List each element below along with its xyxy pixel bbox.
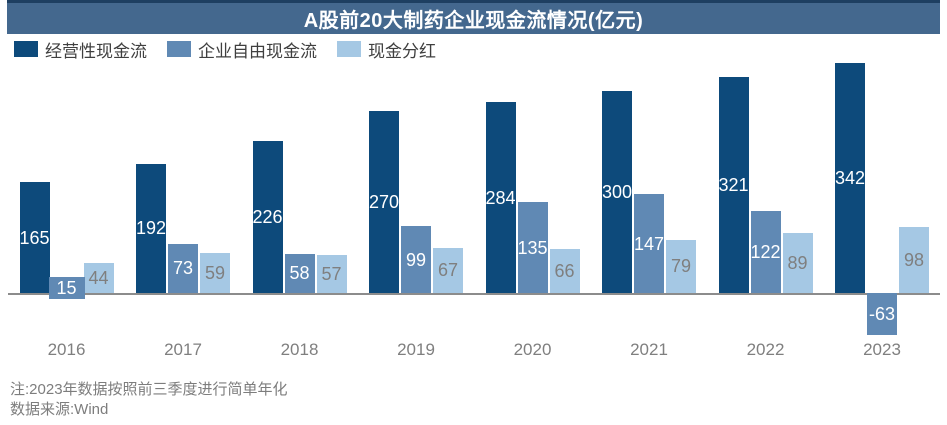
legend-swatch-cash-dividend	[337, 41, 361, 57]
bar-label-series3-2016: 44	[88, 268, 109, 289]
legend: 经营性现金流 企业自由现金流 现金分红	[14, 40, 456, 61]
bar-label-series1-2016: 165	[19, 227, 50, 248]
legend-item-free-cash-flow: 企业自由现金流	[167, 37, 317, 62]
bar-label-series3-2018: 57	[321, 263, 342, 284]
bar-series2-2017	[168, 243, 198, 293]
footnote-annualization: 注:2023年数据按照前三季度进行简单年化	[10, 381, 288, 398]
bar-series3-2018	[316, 254, 347, 293]
bar-series1-2023	[835, 63, 865, 293]
bar-series3-2023	[899, 227, 929, 293]
bar-label-series3-2019: 67	[437, 260, 459, 281]
bar-label-series2-2019: 99	[405, 249, 427, 270]
bar-label-series3-2020: 66	[554, 260, 575, 281]
x-axis-label-2018: 2018	[280, 340, 319, 359]
bar-series3-2020	[549, 248, 580, 293]
bar-label-series3-2022: 89	[787, 253, 808, 274]
legend-label: 经营性现金流	[45, 41, 147, 61]
bar-series1-2018	[252, 141, 283, 293]
bar-label-series2-2016: 15	[48, 276, 85, 299]
bar-series2-2020	[517, 202, 548, 293]
bar-series2-2018	[284, 253, 315, 293]
bar-label-series1-2023: 342	[834, 168, 866, 188]
bar-label-series1-2017: 192	[135, 218, 167, 239]
bar-label-series3-2021: 79	[670, 256, 692, 277]
bar-series3-2016	[83, 263, 114, 293]
bar-label-series1-2019: 270	[368, 192, 400, 213]
bar-label-series2-2021: 147	[633, 233, 665, 254]
bar-label-series2-2017: 73	[172, 258, 194, 279]
bar-series2-2021	[634, 194, 664, 293]
x-axis-label-2016: 2016	[47, 340, 86, 359]
legend-label: 企业自由现金流	[198, 41, 317, 61]
footnotes: 注:2023年数据按照前三季度进行简单年化 数据来源:Wind	[10, 380, 288, 420]
x-axis-label-2020: 2020	[513, 340, 552, 359]
bar-label-series1-2018: 226	[252, 207, 283, 227]
bar-series2-2023	[867, 293, 897, 336]
x-axis-label-2021: 2021	[630, 340, 668, 359]
bar-label-series1-2021: 300	[601, 182, 633, 203]
x-axis-label-2017: 2017	[164, 340, 202, 359]
chart-title: A股前20大制药企业现金流情况(亿元)	[303, 10, 644, 32]
bar-series3-2022	[782, 233, 813, 293]
bar-label-series1-2020: 284	[485, 187, 516, 208]
legend-item-cash-dividend: 现金分红	[337, 37, 436, 62]
bar-label-series2-2018: 58	[289, 263, 310, 284]
legend-swatch-operating-cash-flow	[14, 41, 38, 57]
legend-item-operating-cash-flow: 经营性现金流	[14, 37, 147, 62]
bar-series2-2022	[750, 210, 781, 293]
bar-series2-2019	[401, 226, 431, 293]
bar-label-series3-2023: 98	[903, 250, 925, 271]
data-source: 数据来源:Wind	[10, 401, 109, 418]
bar-label-series2-2020: 135	[517, 237, 548, 258]
x-axis-label-2023: 2023	[863, 340, 901, 359]
bar-series1-2017	[136, 163, 166, 293]
legend-label: 现金分红	[368, 41, 436, 61]
bar-series3-2021	[666, 239, 696, 293]
bar-series3-2017	[200, 253, 230, 293]
bar-series1-2016	[19, 182, 50, 293]
bar-label-series2-2022: 122	[750, 241, 781, 262]
x-axis-line	[8, 293, 940, 295]
x-axis-label-2022: 2022	[746, 340, 785, 359]
bar-label-series1-2022: 321	[718, 175, 749, 196]
bar-series1-2019	[369, 111, 399, 293]
bar-series1-2020	[485, 102, 516, 293]
bar-series3-2019	[433, 247, 463, 293]
bar-series1-2022	[718, 77, 749, 293]
bar-label-series3-2017: 59	[204, 263, 226, 284]
x-axis-label-2019: 2019	[397, 340, 435, 359]
bar-label-series2-2023: -63	[868, 304, 895, 325]
bar-series1-2021	[602, 91, 632, 293]
legend-swatch-free-cash-flow	[167, 41, 191, 57]
chart-title-bar: A股前20大制药企业现金流情况(亿元)	[7, 0, 940, 34]
